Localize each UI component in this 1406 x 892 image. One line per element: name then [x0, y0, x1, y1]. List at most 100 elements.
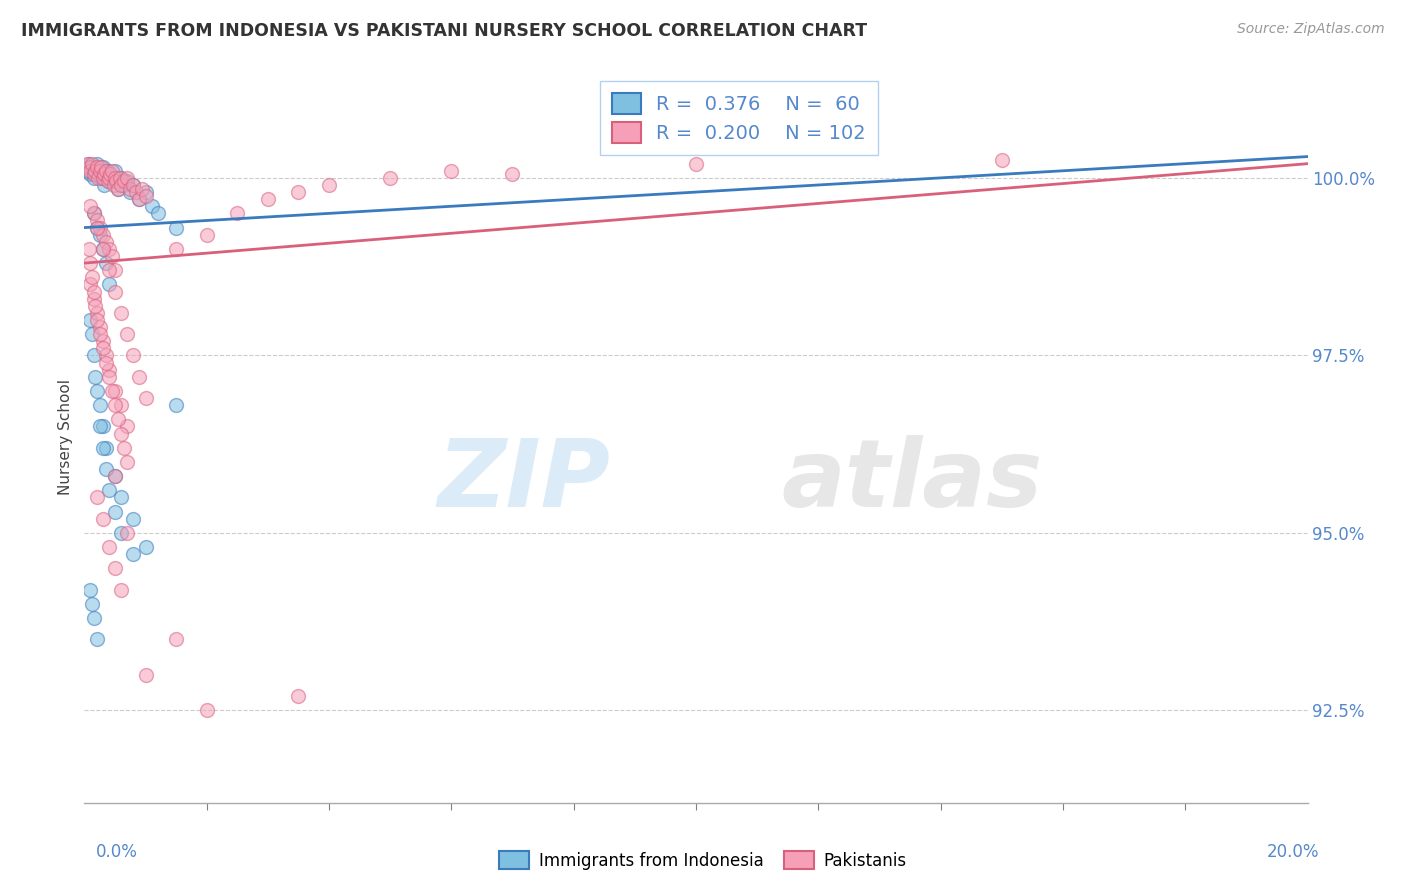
Point [86, 156, 108, 170]
Point [86, 632, 108, 647]
Point [135, 391, 157, 405]
Point [101, 170, 124, 185]
Point [80, 327, 103, 342]
Point [89, 163, 111, 178]
Point [86, 491, 108, 505]
Point [90, 160, 112, 174]
Point [110, 426, 132, 441]
Point [84, 299, 107, 313]
Point [104, 163, 127, 178]
Point [86, 220, 108, 235]
Point [146, 206, 169, 220]
Point [104, 263, 127, 277]
Point [104, 469, 127, 483]
Point [115, 525, 138, 540]
Point [318, 178, 340, 192]
Point [165, 242, 187, 256]
Point [80, 597, 103, 611]
Point [89, 227, 111, 242]
Point [94, 462, 117, 476]
Point [104, 505, 127, 519]
Point [110, 525, 132, 540]
Point [112, 174, 135, 188]
Point [122, 178, 145, 192]
Point [104, 285, 127, 299]
Point [94, 256, 117, 270]
Point [83, 206, 105, 220]
Point [110, 398, 132, 412]
Point [110, 491, 132, 505]
Point [83, 167, 105, 181]
Point [112, 178, 135, 192]
Point [79, 256, 101, 270]
Point [79, 167, 101, 181]
Point [135, 668, 157, 682]
Legend: Immigrants from Indonesia, Pakistanis: Immigrants from Indonesia, Pakistanis [492, 845, 914, 877]
Point [93, 178, 115, 192]
Point [91, 419, 114, 434]
Point [97, 362, 120, 376]
Point [80, 270, 103, 285]
Point [97, 163, 120, 178]
Point [94, 355, 117, 369]
Point [86, 306, 108, 320]
Point [94, 163, 117, 178]
Point [195, 704, 218, 718]
Point [97, 170, 120, 185]
Point [135, 540, 157, 554]
Text: Source: ZipAtlas.com: Source: ZipAtlas.com [1237, 22, 1385, 37]
Point [89, 220, 111, 235]
Point [122, 512, 145, 526]
Point [97, 540, 120, 554]
Point [86, 384, 108, 398]
Point [83, 285, 105, 299]
Text: ZIP: ZIP [437, 435, 610, 527]
Point [79, 313, 101, 327]
Point [89, 163, 111, 178]
Point [89, 327, 111, 342]
Point [115, 170, 138, 185]
Point [79, 199, 101, 213]
Point [97, 277, 120, 292]
Point [77, 242, 100, 256]
Point [90, 170, 112, 185]
Point [94, 235, 117, 249]
Point [110, 178, 132, 192]
Point [110, 306, 132, 320]
Point [80, 160, 103, 174]
Point [502, 167, 524, 181]
Point [77, 160, 100, 174]
Point [287, 185, 309, 199]
Point [110, 170, 132, 185]
Point [97, 263, 120, 277]
Point [128, 192, 150, 206]
Point [104, 469, 127, 483]
Point [110, 582, 132, 597]
Point [89, 398, 111, 412]
Point [128, 192, 150, 206]
Point [94, 348, 117, 362]
Text: atlas: atlas [782, 435, 1043, 527]
Point [115, 327, 138, 342]
Point [440, 163, 463, 178]
Point [91, 160, 114, 174]
Point [84, 163, 107, 178]
Point [120, 181, 142, 195]
Legend: R =  0.376    N =  60, R =  0.200    N = 102: R = 0.376 N = 60, R = 0.200 N = 102 [600, 81, 877, 154]
Point [86, 313, 108, 327]
Point [107, 181, 129, 195]
Point [104, 398, 127, 412]
Point [91, 170, 114, 185]
Point [122, 178, 145, 192]
Point [86, 220, 108, 235]
Point [128, 369, 150, 384]
Point [94, 441, 117, 455]
Point [991, 153, 1014, 168]
Point [91, 512, 114, 526]
Point [226, 206, 249, 220]
Point [103, 178, 125, 192]
Point [79, 163, 101, 178]
Point [135, 188, 157, 202]
Point [91, 341, 114, 355]
Point [97, 174, 120, 188]
